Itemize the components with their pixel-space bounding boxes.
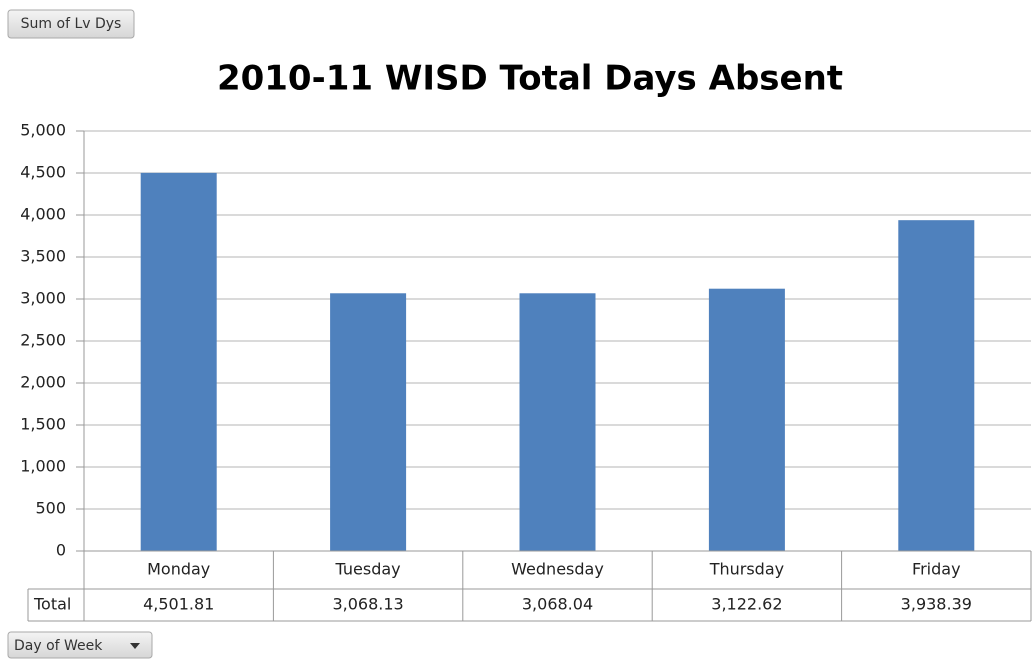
x-tick-label: Friday — [912, 560, 961, 579]
x-tick-label: Wednesday — [511, 560, 604, 579]
y-tick-label: 0 — [56, 541, 66, 560]
table-row-label: Total — [33, 595, 71, 614]
bar — [898, 220, 975, 552]
button-frame[interactable] — [7, 9, 135, 39]
table-value: 3,068.13 — [332, 595, 403, 614]
x-tick-label: Tuesday — [335, 560, 401, 579]
bar — [519, 293, 596, 551]
table-value: 4,501.81 — [143, 595, 214, 614]
value-field-button[interactable]: Sum of Lv Dys — [7, 9, 135, 39]
y-tick-label: 2,000 — [20, 373, 66, 392]
y-tick-label: 1,000 — [20, 457, 66, 476]
category-field-button[interactable]: Day of Week — [7, 631, 153, 659]
x-tick-label: Monday — [147, 560, 210, 579]
y-tick-label: 2,500 — [20, 331, 66, 350]
y-tick-label: 500 — [35, 499, 66, 518]
table-value: 3,068.04 — [522, 595, 593, 614]
button-frame[interactable] — [7, 631, 153, 659]
x-tick-label: Thursday — [709, 560, 784, 579]
dropdown-arrow[interactable] — [130, 643, 140, 649]
y-tick-label: 3,500 — [20, 247, 66, 266]
table-value: 3,938.39 — [901, 595, 972, 614]
chart-title: 2010-11 WISD Total Days Absent — [217, 59, 843, 99]
y-tick-label: 1,500 — [20, 415, 66, 434]
y-tick-label: 5,000 — [20, 121, 66, 140]
bar — [140, 172, 217, 551]
y-tick-label: 4,500 — [20, 163, 66, 182]
bar — [708, 288, 785, 551]
bar — [330, 293, 407, 551]
table-value: 3,122.62 — [711, 595, 782, 614]
y-tick-label: 4,000 — [20, 205, 66, 224]
button-label[interactable]: Day of Week — [14, 638, 103, 654]
y-tick-label: 3,000 — [20, 289, 66, 308]
button-label[interactable]: Sum of Lv Dys — [21, 16, 122, 32]
